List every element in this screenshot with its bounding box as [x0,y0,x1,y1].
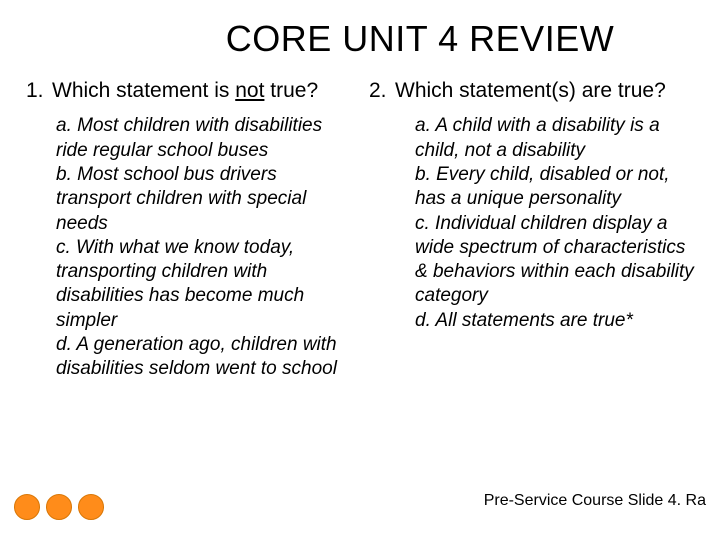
answer-2d: d. All statements are true* [415,309,694,333]
answers-1: a. Most children with disabilities ride … [26,114,351,381]
columns: 1. Which statement is not true? a. Most … [20,78,700,382]
answer-2b: b. Every child, disabled or not, has a u… [415,163,694,212]
column-left: 1. Which statement is not true? a. Most … [26,78,351,382]
nav-dot-2[interactable] [46,494,72,520]
question-1-text-after: true? [264,79,318,102]
answer-1a: a. Most children with disabilities ride … [56,114,351,163]
answer-2a: a. A child with a disability is a child,… [415,114,694,163]
question-1-text: Which statement is not true? [52,78,318,104]
nav-dot-3[interactable] [78,494,104,520]
nav-dots [14,494,104,520]
answer-2c: c. Individual children display a wide sp… [415,212,694,309]
question-2: 2. Which statement(s) are true? [369,78,694,104]
question-1-underlined: not [235,79,264,102]
question-1-text-before: Which statement is [52,79,235,102]
footer-text: Pre-Service Course Slide 4. Ra [484,492,706,510]
question-2-text: Which statement(s) are true? [395,78,666,104]
column-right: 2. Which statement(s) are true? a. A chi… [369,78,694,382]
question-2-number: 2. [369,78,395,104]
nav-dot-1[interactable] [14,494,40,520]
slide: CORE UNIT 4 REVIEW 1. Which statement is… [0,0,720,540]
answer-1c: c. With what we know today, transporting… [56,236,351,333]
slide-title: CORE UNIT 4 REVIEW [20,18,700,60]
answers-2: a. A child with a disability is a child,… [369,114,694,333]
question-1-number: 1. [26,78,52,104]
question-1: 1. Which statement is not true? [26,78,351,104]
answer-1b: b. Most school bus drivers transport chi… [56,163,351,236]
answer-1d: d. A generation ago, children with disab… [56,333,351,382]
